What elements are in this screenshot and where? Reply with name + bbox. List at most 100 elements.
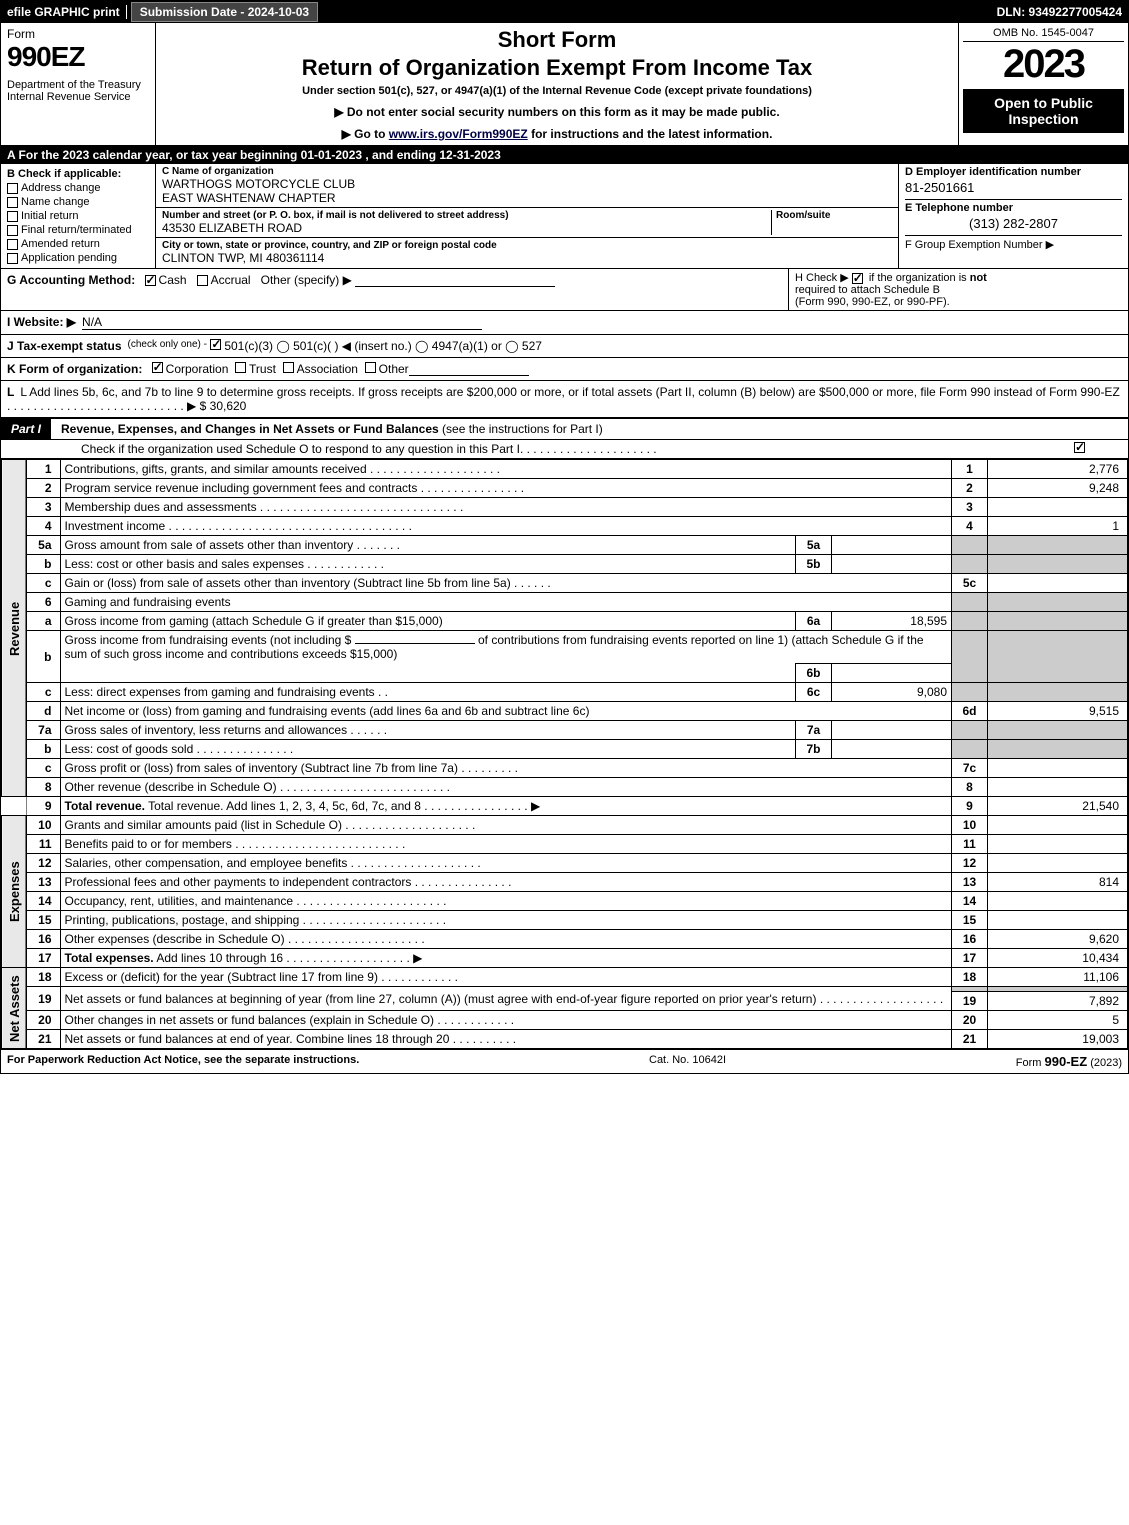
- city-label: City or town, state or province, country…: [162, 240, 892, 251]
- room-label: Room/suite: [776, 210, 892, 221]
- public-inspection-badge: Open to Public Inspection: [963, 89, 1124, 133]
- org-name-label: C Name of organization: [162, 166, 892, 177]
- side-revenue: Revenue: [2, 460, 27, 797]
- omb-number: OMB No. 1545-0047: [963, 27, 1124, 42]
- amt-14: [988, 892, 1128, 911]
- irs-link[interactable]: www.irs.gov/Form990EZ: [389, 127, 528, 141]
- sub-7b: [832, 740, 952, 759]
- form-title: Return of Organization Exempt From Incom…: [164, 55, 950, 81]
- amt-2: 9,248: [988, 479, 1128, 498]
- side-expenses: Expenses: [2, 816, 27, 968]
- goto-pre: ▶ Go to: [342, 127, 389, 141]
- chk-corporation[interactable]: [152, 362, 163, 373]
- part1-check-line: Check if the organization used Schedule …: [1, 440, 1128, 459]
- chk-initial-return[interactable]: Initial return: [7, 210, 149, 222]
- l-arrow: ▶ $: [187, 399, 206, 413]
- j-label: J Tax-exempt status: [7, 339, 122, 353]
- amt-3: [988, 498, 1128, 517]
- chk-name-change[interactable]: Name change: [7, 196, 149, 208]
- part1-tab: Part I: [1, 419, 53, 439]
- header-center: Short Form Return of Organization Exempt…: [156, 23, 958, 145]
- org-address-cell: Number and street (or P. O. box, if mail…: [156, 208, 898, 238]
- header-right: OMB No. 1545-0047 2023 Open to Public In…: [958, 23, 1128, 145]
- ein-label: D Employer identification number: [905, 166, 1122, 178]
- chk-501c3[interactable]: [210, 339, 221, 350]
- form-word: Form: [7, 27, 149, 41]
- chk-address-change[interactable]: Address change: [7, 182, 149, 194]
- chk-accrual[interactable]: [197, 275, 208, 286]
- amt-6d: 9,515: [988, 702, 1128, 721]
- other-org-input[interactable]: [409, 362, 529, 376]
- part1-title: Revenue, Expenses, and Changes in Net As…: [53, 419, 1128, 439]
- header-left: Form 990EZ Department of the Treasury In…: [1, 23, 156, 145]
- sub-6c: 9,080: [832, 683, 952, 702]
- section-a-period: A For the 2023 calendar year, or tax yea…: [1, 146, 1128, 164]
- sub-6b: [832, 664, 952, 683]
- side-netassets: Net Assets: [2, 968, 27, 1049]
- form-990ez: efile GRAPHIC print Submission Date - 20…: [0, 0, 1129, 1074]
- amt-15: [988, 911, 1128, 930]
- amt-5c: [988, 574, 1128, 593]
- tel-value: (313) 282-2807: [905, 216, 1122, 231]
- amt-21: 19,003: [988, 1030, 1128, 1049]
- chk-amended-return[interactable]: Amended return: [7, 238, 149, 250]
- group-exemption-label: F Group Exemption Number ▶: [905, 238, 1122, 251]
- lines-table: Revenue 1 Contributions, gifts, grants, …: [1, 459, 1128, 1049]
- amt-16: 9,620: [988, 930, 1128, 949]
- chk-trust[interactable]: [235, 362, 246, 373]
- amt-13: 814: [988, 873, 1128, 892]
- chk-schedule-o[interactable]: [1074, 442, 1085, 453]
- j-options: 501(c)(3) ◯ 501(c)( ) ◀ (insert no.) ◯ 4…: [224, 339, 542, 353]
- chk-schedule-b[interactable]: [852, 273, 863, 284]
- l-amount: 30,620: [210, 399, 247, 413]
- tel-label: E Telephone number: [905, 202, 1122, 214]
- j-sub: (check only one) -: [128, 339, 207, 353]
- amt-8: [988, 778, 1128, 797]
- website-value: N/A: [82, 315, 482, 330]
- l-text: L Add lines 5b, 6c, and 7b to line 9 to …: [20, 385, 1119, 399]
- form-subtitle: Under section 501(c), 527, or 4947(a)(1)…: [164, 85, 950, 97]
- g-accounting: G Accounting Method: Cash Accrual Other …: [7, 273, 788, 306]
- page-footer: For Paperwork Reduction Act Notice, see …: [1, 1049, 1128, 1073]
- efile-label[interactable]: efile GRAPHIC print: [1, 5, 127, 19]
- amt-19: 7,892: [988, 992, 1128, 1011]
- amt-17: 10,434: [988, 949, 1128, 968]
- tax-year: 2023: [963, 42, 1124, 87]
- ssn-warning: ▶ Do not enter social security numbers o…: [164, 105, 950, 119]
- dept-label: Department of the Treasury Internal Reve…: [7, 79, 149, 103]
- other-specify-input[interactable]: [355, 273, 555, 287]
- org-name-cell: C Name of organization WARTHOGS MOTORCYC…: [156, 164, 898, 208]
- amt-10: [988, 816, 1128, 835]
- amt-1: 2,776: [988, 460, 1128, 479]
- paperwork-notice: For Paperwork Reduction Act Notice, see …: [7, 1054, 359, 1069]
- sub-5b: [832, 555, 952, 574]
- amt-7c: [988, 759, 1128, 778]
- amt-20: 5: [988, 1011, 1128, 1030]
- form-header: Form 990EZ Department of the Treasury In…: [1, 23, 1128, 146]
- amt-4: 1: [988, 517, 1128, 536]
- sub-5a: [832, 536, 952, 555]
- short-form-title: Short Form: [164, 27, 950, 53]
- row-k-orgform: K Form of organization: Corporation Trus…: [1, 358, 1128, 381]
- goto-post: for instructions and the latest informat…: [528, 127, 773, 141]
- chk-association[interactable]: [283, 362, 294, 373]
- cat-number: Cat. No. 10642I: [649, 1054, 726, 1069]
- h-schedule-b: H Check ▶ if the organization is not req…: [788, 269, 1128, 310]
- chk-other-org[interactable]: [365, 362, 376, 373]
- chk-final-return[interactable]: Final return/terminated: [7, 224, 149, 236]
- ein-value: 81-2501661: [905, 180, 1122, 195]
- form-number: 990EZ: [7, 41, 149, 73]
- part1-header: Part I Revenue, Expenses, and Changes in…: [1, 418, 1128, 440]
- b-header: B Check if applicable:: [7, 168, 149, 180]
- sub-6a: 18,595: [832, 612, 952, 631]
- goto-line: ▶ Go to www.irs.gov/Form990EZ for instru…: [164, 127, 950, 141]
- chk-application-pending[interactable]: Application pending: [7, 252, 149, 264]
- row-j-status: J Tax-exempt status (check only one) - 5…: [1, 335, 1128, 358]
- g-label: G Accounting Method:: [7, 273, 135, 287]
- chk-cash[interactable]: [145, 275, 156, 286]
- row-i-website: I Website: ▶ N/A: [1, 311, 1128, 335]
- sub-7a: [832, 721, 952, 740]
- k-label: K Form of organization:: [7, 362, 142, 376]
- col-d-ids: D Employer identification number 81-2501…: [898, 164, 1128, 268]
- submission-date-button[interactable]: Submission Date - 2024-10-03: [131, 2, 318, 22]
